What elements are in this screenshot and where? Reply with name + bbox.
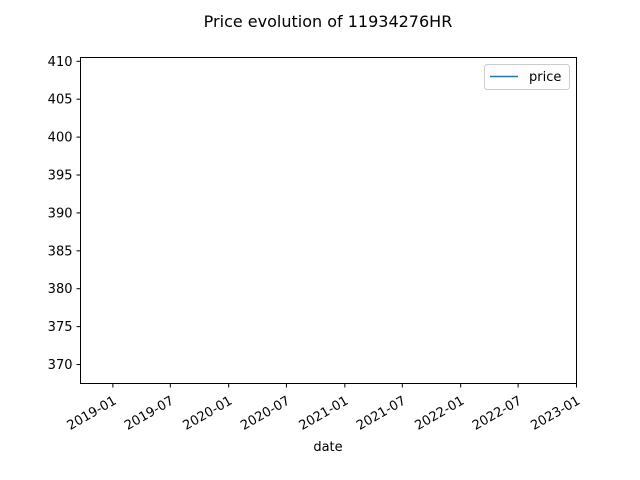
x-tick-label: 2019-01 bbox=[65, 394, 120, 434]
plot-frame bbox=[80, 57, 577, 384]
x-tick-label: 2022-01 bbox=[413, 394, 468, 434]
legend-label-price: price bbox=[529, 70, 561, 85]
x-tick-label: 2021-01 bbox=[297, 394, 352, 434]
y-tick-label: 395 bbox=[48, 169, 73, 184]
x-axis: 2019-01 2019-07 2020-01 2020-07 2021-01 2021-… bbox=[65, 383, 583, 434]
legend-box bbox=[484, 64, 570, 90]
x-tick-label: 2020-07 bbox=[238, 394, 293, 434]
y-tick-label: 370 bbox=[48, 358, 73, 373]
y-axis: 370 375 380 385 390 395 400 405 410 bbox=[48, 55, 81, 373]
y-tick-label: 400 bbox=[48, 131, 73, 146]
x-axis-label: date bbox=[313, 440, 342, 455]
y-tick-label: 380 bbox=[48, 282, 73, 297]
x-tick-label: 2021-07 bbox=[354, 394, 409, 434]
y-tick-label: 385 bbox=[48, 244, 73, 259]
y-tick-label: 390 bbox=[48, 206, 73, 221]
x-tick-label: 2023-01 bbox=[528, 394, 583, 434]
x-tick-label: 2020-01 bbox=[181, 394, 236, 434]
y-tick-label: 405 bbox=[48, 93, 73, 108]
legend: price bbox=[484, 64, 570, 90]
chart-title: Price evolution of 11934276HR bbox=[204, 12, 453, 31]
y-tick-label: 375 bbox=[48, 320, 73, 335]
y-tick-label: 410 bbox=[48, 55, 73, 70]
x-tick-label: 2019-07 bbox=[122, 394, 177, 434]
x-tick-label: 2022-07 bbox=[470, 394, 525, 434]
